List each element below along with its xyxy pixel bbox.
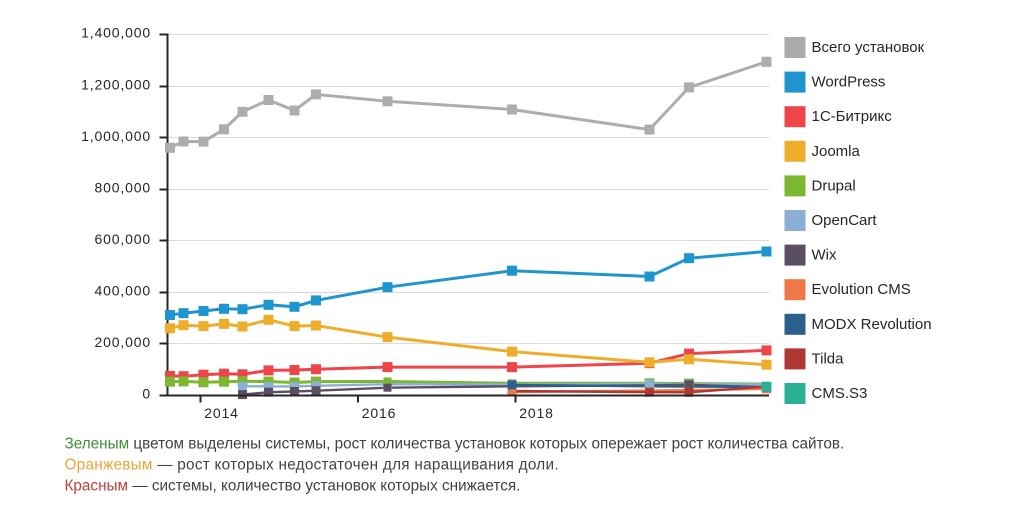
- svg-text:2016: 2016: [362, 405, 397, 421]
- svg-text:1,000,000: 1,000,000: [81, 128, 151, 144]
- svg-text:Tilda: Tilda: [812, 350, 845, 367]
- svg-text:Evolution CMS: Evolution CMS: [812, 281, 911, 298]
- svg-text:1,200,000: 1,200,000: [81, 76, 151, 92]
- svg-text:Красным — системы, количество: Красным — системы, количество установок …: [65, 478, 521, 495]
- svg-text:CMS.S3: CMS.S3: [812, 385, 868, 402]
- svg-text:MODX Revolution: MODX Revolution: [812, 316, 932, 333]
- svg-text:200,000: 200,000: [94, 334, 151, 350]
- svg-text:Всего установок: Всего установок: [812, 39, 925, 56]
- svg-text:400,000: 400,000: [94, 283, 151, 299]
- svg-text:OpenCart: OpenCart: [812, 212, 878, 229]
- svg-text:WordPress: WordPress: [812, 74, 886, 91]
- svg-text:Оранжевым — рост которых недос: Оранжевым — рост которых недостаточен дл…: [65, 457, 559, 474]
- svg-text:800,000: 800,000: [94, 179, 151, 195]
- svg-text:Зеленым цветом выделены систем: Зеленым цветом выделены системы, рост ко…: [65, 436, 845, 453]
- svg-text:600,000: 600,000: [94, 231, 151, 247]
- svg-text:1С-Битрикс: 1С-Битрикс: [812, 108, 893, 125]
- svg-text:Wix: Wix: [812, 247, 837, 264]
- svg-text:Joomla: Joomla: [812, 143, 861, 160]
- svg-text:2014: 2014: [204, 405, 239, 421]
- svg-text:1,400,000: 1,400,000: [81, 25, 151, 41]
- svg-text:0: 0: [142, 386, 151, 402]
- svg-text:2018: 2018: [519, 405, 554, 421]
- svg-text:Drupal: Drupal: [812, 177, 856, 194]
